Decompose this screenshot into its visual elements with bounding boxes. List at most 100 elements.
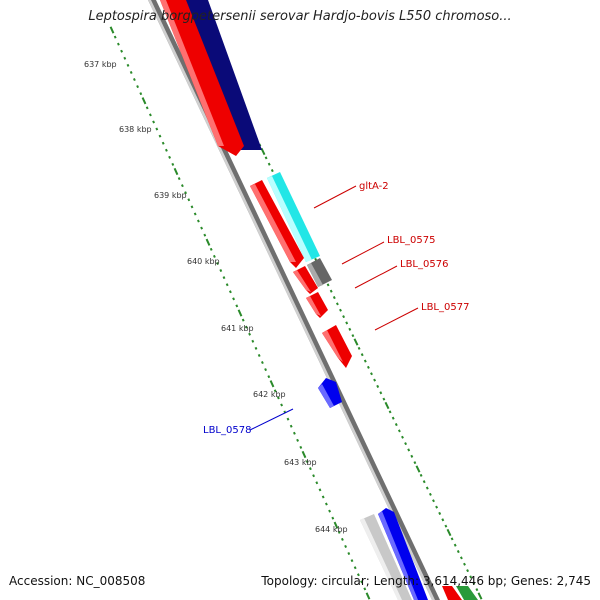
major-tick — [365, 592, 371, 600]
genome-summary: Topology: circular; Length: 3,614,446 bp… — [261, 574, 591, 588]
gene-LBL_0578[interactable] — [318, 378, 342, 408]
gene-bottom-red[interactable] — [442, 586, 462, 600]
minor-tick — [264, 368, 268, 372]
major-tick — [333, 521, 339, 529]
minor-tick — [469, 575, 473, 579]
gene-LBL_0575[interactable] — [307, 258, 332, 287]
minor-tick — [347, 552, 351, 556]
minor-tick — [126, 63, 130, 67]
minor-tick — [235, 304, 239, 308]
minor-tick — [376, 384, 380, 388]
minor-tick — [129, 70, 133, 74]
major-tick — [415, 465, 421, 473]
minor-tick — [350, 559, 354, 563]
scale-tick-label: 642 kbp — [253, 390, 286, 399]
major-tick — [301, 450, 307, 459]
minor-tick — [113, 35, 117, 39]
minor-tick — [267, 162, 271, 166]
gene-red-top-right[interactable] — [160, 0, 244, 156]
minor-tick — [404, 442, 408, 446]
gene-red-small-2[interactable] — [306, 292, 328, 318]
minor-tick — [312, 474, 316, 478]
minor-tick — [363, 359, 367, 363]
minor-tick — [132, 78, 136, 82]
minor-tick — [244, 325, 248, 329]
gene-label-gltA-2[interactable]: gltA-2 — [359, 181, 389, 192]
minor-tick — [318, 488, 322, 492]
gene-label-LBL_0577[interactable]: LBL_0577 — [421, 302, 469, 313]
minor-tick — [136, 85, 140, 89]
minor-tick — [200, 226, 204, 230]
minor-tick — [139, 92, 143, 96]
minor-tick — [267, 375, 271, 379]
minor-tick — [466, 569, 470, 573]
minor-tick — [331, 516, 335, 520]
minor-tick — [193, 212, 197, 216]
major-tick — [237, 309, 243, 317]
gene-LBL_0576[interactable] — [293, 266, 318, 294]
minor-tick — [148, 113, 152, 117]
minor-tick — [340, 537, 344, 541]
major-tick — [260, 147, 266, 156]
minor-tick — [413, 461, 417, 465]
gene-red-left-1[interactable] — [250, 180, 304, 268]
minor-tick — [299, 445, 303, 449]
major-tick — [269, 380, 275, 388]
gene-gltA-2[interactable] — [267, 172, 320, 262]
minor-tick — [196, 219, 200, 223]
gene-bottom-light-gray[interactable] — [360, 514, 412, 600]
major-tick — [384, 401, 390, 410]
minor-tick — [184, 191, 188, 195]
major-tick — [353, 338, 359, 346]
minor-tick — [379, 391, 383, 395]
minor-tick — [187, 198, 191, 202]
scale-tick-label: 638 kbp — [119, 125, 152, 134]
minor-tick — [228, 290, 232, 294]
minor-tick — [441, 518, 445, 522]
gene-bottom-green[interactable] — [456, 586, 478, 600]
major-tick — [173, 167, 179, 176]
minor-tick — [353, 566, 357, 570]
gene-label-LBL_0578[interactable]: LBL_0578 — [203, 425, 251, 436]
minor-tick — [168, 155, 172, 159]
chromosome-backbone — [148, 0, 440, 600]
minor-tick — [324, 502, 328, 506]
minor-tick — [276, 396, 280, 400]
gene-bottom-blue[interactable] — [378, 508, 428, 600]
minor-tick — [339, 308, 342, 312]
gene-LBL_0577[interactable] — [322, 325, 352, 368]
minor-tick — [348, 327, 352, 331]
minor-tick — [289, 424, 293, 428]
minor-tick — [344, 544, 348, 548]
minor-tick — [216, 261, 220, 265]
minor-tick — [332, 296, 336, 300]
minor-tick — [450, 537, 454, 541]
major-tick — [109, 26, 115, 34]
minor-tick — [391, 416, 395, 420]
minor-tick — [251, 339, 255, 343]
minor-tick — [356, 573, 360, 577]
accession-label: Accession: NC_008508 — [9, 574, 146, 588]
minor-tick — [329, 289, 333, 293]
minor-tick — [463, 562, 466, 566]
minor-tick — [370, 372, 373, 376]
minor-tick — [407, 448, 411, 452]
minor-tick — [401, 435, 404, 439]
minor-tick — [394, 423, 398, 427]
gene-label-LBL_0575[interactable]: LBL_0575 — [387, 235, 435, 246]
minor-tick — [219, 269, 223, 273]
minor-tick — [475, 588, 479, 592]
minor-tick — [360, 580, 364, 584]
minor-tick — [257, 353, 261, 357]
minor-tick — [373, 378, 377, 382]
minor-tick — [212, 254, 216, 258]
minor-tick — [232, 297, 236, 301]
minor-tick — [363, 587, 367, 591]
minor-tick — [270, 169, 274, 173]
minor-tick — [351, 334, 355, 338]
minor-tick — [360, 353, 364, 357]
minor-tick — [286, 417, 290, 421]
minor-tick — [435, 505, 439, 509]
gene-label-LBL_0576[interactable]: LBL_0576 — [400, 259, 448, 270]
